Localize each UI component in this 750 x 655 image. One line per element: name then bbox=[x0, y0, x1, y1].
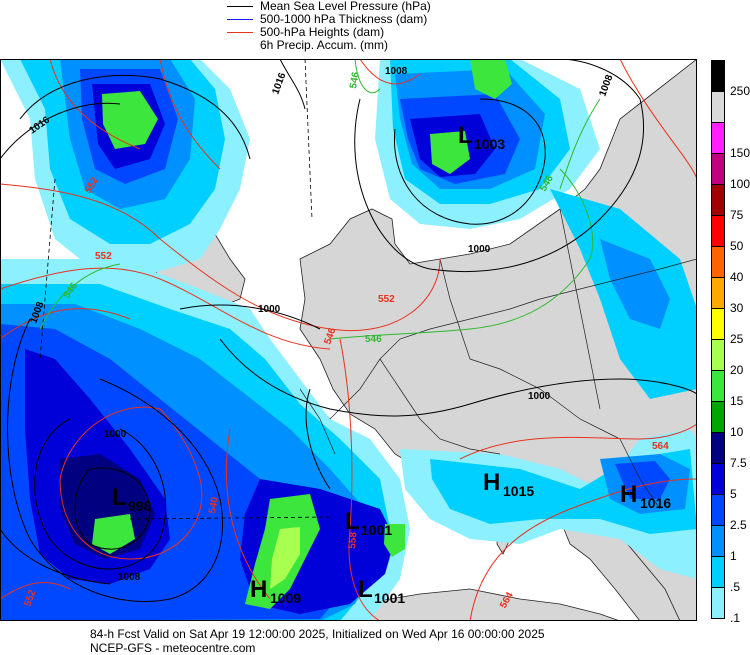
colorbar-label: 25 bbox=[730, 332, 744, 346]
colorbar-swatch bbox=[711, 215, 725, 247]
legend-line-heights bbox=[227, 32, 253, 33]
colorbar-swatch bbox=[711, 246, 725, 278]
colorbar-swatch bbox=[711, 494, 725, 526]
map-legend: Mean Sea Level Pressure (hPa) 500-1000 h… bbox=[227, 0, 487, 52]
colorbar-label: 1 bbox=[730, 549, 737, 563]
low-value: 998 bbox=[128, 498, 152, 514]
colorbar-label: 40 bbox=[730, 270, 744, 284]
isobar-label: 1000 bbox=[528, 391, 551, 402]
colorbar-label: 20 bbox=[730, 363, 744, 377]
isobar-label: 1000 bbox=[258, 304, 281, 315]
high-pressure-spain: H 1009 bbox=[250, 576, 301, 606]
low-pressure-spain-east: L 1001 bbox=[345, 508, 392, 538]
colorbar-label: .5 bbox=[730, 580, 741, 594]
low-pressure-north-sea: L 1003 bbox=[458, 122, 505, 152]
isobar-label: 1008 bbox=[118, 572, 141, 583]
colorbar-swatch bbox=[711, 60, 725, 92]
colorbar-swatch bbox=[711, 401, 725, 433]
legend-line-thickness bbox=[227, 19, 253, 20]
colorbar-swatch bbox=[711, 370, 725, 402]
colorbar-swatch bbox=[711, 153, 725, 185]
colorbar-label: 10 bbox=[730, 425, 744, 439]
thickness-contours bbox=[39, 59, 601, 340]
low-letter: L bbox=[458, 122, 473, 149]
isobar-contours bbox=[0, 59, 697, 602]
high-pressure-italy: H 1016 bbox=[620, 481, 671, 511]
colorbar-label: 5 bbox=[730, 487, 737, 501]
legend-label-heights: 500-hPa Heights (dam) bbox=[260, 25, 385, 39]
colorbar-swatch bbox=[711, 556, 725, 588]
country-borders bbox=[299, 208, 697, 510]
height-label: 564 bbox=[652, 441, 669, 452]
colorbar-label: 150 bbox=[730, 146, 750, 160]
high-letter: H bbox=[483, 469, 500, 496]
low-letter: L bbox=[112, 484, 127, 511]
colorbar-swatch bbox=[711, 587, 725, 619]
height-label: 552 bbox=[95, 251, 112, 262]
colorbar-label: 100 bbox=[730, 177, 750, 191]
colorbar-swatch bbox=[711, 277, 725, 309]
high-value: 1009 bbox=[270, 590, 301, 606]
colorbar-swatch bbox=[711, 184, 725, 216]
legend-label-precip: 6h Precip. Accum. (mm) bbox=[260, 38, 389, 52]
high-pressure-gulf-lion: H 1015 bbox=[483, 469, 534, 499]
colorbar-swatch bbox=[711, 91, 725, 123]
legend-item-mslp: Mean Sea Level Pressure (hPa) bbox=[227, 0, 487, 13]
height-contours bbox=[0, 59, 697, 621]
high-value: 1016 bbox=[640, 495, 671, 511]
low-value: 1003 bbox=[474, 136, 505, 152]
low-value: 1001 bbox=[374, 590, 405, 606]
colorbar-swatch bbox=[711, 339, 725, 371]
height-label: 558 bbox=[347, 531, 359, 549]
legend-item-thickness: 500-1000 hPa Thickness (dam) bbox=[227, 13, 487, 26]
map-frame bbox=[0, 59, 697, 621]
pressure-systems: L 1003 L 998 L 1001 L 1001 H 1015 H 1016… bbox=[112, 122, 671, 606]
colorbar-swatch bbox=[711, 122, 725, 154]
low-letter: L bbox=[345, 508, 360, 535]
colorbar-label: 15 bbox=[730, 394, 744, 408]
isobar-label: 1008 bbox=[385, 66, 408, 77]
colorbar-label: 75 bbox=[730, 208, 744, 222]
thickness-label: 546 bbox=[365, 334, 382, 345]
map-footer: 84-h Fcst Valid on Sat Apr 19 12:00:00 2… bbox=[90, 627, 545, 655]
colorbar-swatch bbox=[711, 463, 725, 495]
legend-label-mslp: Mean Sea Level Pressure (hPa) bbox=[260, 0, 431, 13]
colorbar-label: 7.5 bbox=[730, 456, 747, 470]
grid-lines bbox=[39, 59, 331, 520]
colorbar-swatch bbox=[711, 525, 725, 557]
isobar-label: 1000 bbox=[104, 429, 127, 440]
high-value: 1015 bbox=[503, 483, 534, 499]
colorbar-label: 2.5 bbox=[730, 518, 747, 532]
colorbar-label: 250 bbox=[730, 84, 750, 98]
legend-item-heights: 500-hPa Heights (dam) bbox=[227, 26, 487, 39]
high-letter: H bbox=[620, 481, 637, 508]
legend-label-thickness: 500-1000 hPa Thickness (dam) bbox=[260, 12, 428, 26]
source-credit: NCEP-GFS - meteocentre.com bbox=[90, 641, 256, 655]
thickness-labels: 546 546 546 546 bbox=[61, 71, 556, 345]
height-label: 540 bbox=[207, 496, 221, 515]
low-letter: L bbox=[358, 576, 373, 603]
height-label: 552 bbox=[378, 294, 395, 305]
legend-line-mslp bbox=[227, 6, 253, 7]
colorbar-label: 30 bbox=[730, 301, 744, 315]
low-pressure-biscay: L 998 bbox=[112, 484, 152, 514]
legend-item-precip: 6h Precip. Accum. (mm) bbox=[227, 39, 487, 52]
colorbar-label: .1 bbox=[730, 611, 741, 625]
forecast-map[interactable]: 1016 1016 1008 1008 1000 1000 1000 1000 … bbox=[0, 59, 697, 621]
thickness-label: 546 bbox=[348, 71, 362, 90]
colorbar-label: 50 bbox=[730, 239, 744, 253]
low-value: 1001 bbox=[361, 522, 392, 538]
precipitation-shading bbox=[0, 59, 697, 621]
colorbar-swatch bbox=[711, 432, 725, 464]
high-letter: H bbox=[250, 576, 267, 603]
colorbar-swatch bbox=[711, 308, 725, 340]
forecast-valid-text: 84-h Fcst Valid on Sat Apr 19 12:00:00 2… bbox=[90, 627, 545, 641]
isobar-label: 1000 bbox=[468, 244, 491, 255]
low-pressure-spain-south: L 1001 bbox=[358, 576, 405, 606]
